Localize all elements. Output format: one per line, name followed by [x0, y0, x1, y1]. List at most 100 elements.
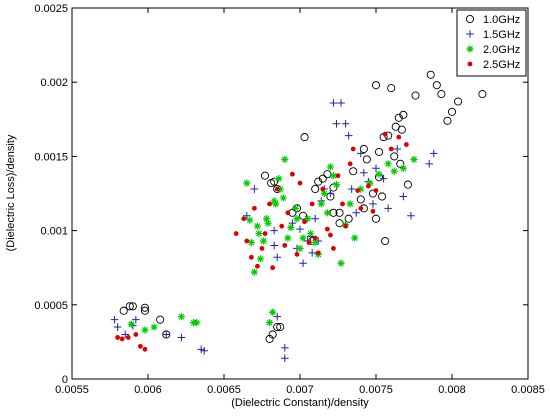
- data-point: [138, 343, 143, 349]
- data-point: [337, 259, 345, 267]
- legend-marker: [465, 14, 475, 24]
- data-point: [432, 81, 441, 90]
- data-point: [259, 237, 268, 245]
- data-point: [381, 236, 390, 246]
- data-point: [323, 170, 332, 179]
- y-tick-label: 0.0005: [34, 300, 68, 312]
- data-point: [127, 320, 135, 328]
- data-point: [360, 168, 368, 177]
- data-point: [296, 225, 304, 233]
- data-point: [429, 149, 438, 158]
- data-point: [307, 229, 315, 238]
- data-point: [384, 160, 392, 168]
- data-point: [356, 195, 365, 204]
- data-point: [358, 205, 364, 211]
- data-point: [378, 192, 387, 201]
- data-point: [302, 219, 307, 225]
- data-point: [247, 238, 255, 247]
- data-point: [352, 208, 361, 217]
- legend-label: 1.5GHz: [483, 29, 520, 41]
- data-point: [243, 179, 251, 187]
- data-point: [403, 180, 412, 189]
- data-point: [396, 134, 402, 140]
- data-point: [287, 224, 295, 232]
- data-point: [347, 161, 353, 167]
- data-point: [344, 214, 353, 223]
- data-point: [410, 155, 418, 163]
- data-point: [270, 177, 279, 186]
- data-point: [311, 184, 320, 194]
- data-point: [243, 211, 251, 220]
- data-point: [276, 323, 285, 332]
- series-2-0ghz: [127, 155, 418, 334]
- data-point: [279, 223, 285, 229]
- data-point: [387, 84, 396, 93]
- data-point: [177, 333, 186, 342]
- data-point: [270, 241, 278, 250]
- data-point: [379, 174, 388, 183]
- data-point: [390, 152, 399, 161]
- data-point: [425, 160, 433, 168]
- data-point: [370, 208, 376, 214]
- data-point: [329, 172, 338, 180]
- data-point: [328, 232, 333, 238]
- data-point: [156, 315, 165, 324]
- data-point: [382, 131, 388, 137]
- y-tick-label: 0.0015: [34, 151, 68, 163]
- data-point: [394, 113, 403, 122]
- data-point: [355, 188, 361, 193]
- x-tick-label: 0.006: [134, 384, 162, 396]
- data-point: [320, 186, 326, 192]
- y-tick-label: 0.002: [40, 77, 68, 89]
- data-point: [244, 238, 250, 244]
- series-2-5ghz: [115, 131, 409, 352]
- data-point: [388, 146, 394, 152]
- data-point: [314, 177, 323, 186]
- data-point: [351, 234, 359, 242]
- x-tick-label: 0.0065: [207, 384, 241, 396]
- data-point: [133, 332, 139, 337]
- data-point: [347, 185, 356, 193]
- data-point: [281, 344, 289, 352]
- data-point: [140, 306, 150, 315]
- data-point: [140, 303, 150, 312]
- data-point: [357, 149, 365, 158]
- data-point: [110, 315, 119, 324]
- y-tick-label: 0.0025: [34, 3, 68, 15]
- x-tick-label: 0.007: [286, 384, 314, 396]
- data-point: [248, 254, 254, 260]
- data-point: [332, 119, 341, 128]
- data-point: [273, 312, 281, 321]
- data-point: [306, 240, 312, 245]
- data-point: [272, 200, 280, 208]
- data-point: [478, 90, 487, 99]
- data-point: [341, 119, 350, 128]
- data-point: [343, 223, 348, 229]
- data-point: [349, 167, 358, 176]
- data-point: [282, 243, 288, 248]
- data-point: [326, 163, 334, 171]
- data-point: [264, 219, 272, 227]
- data-point: [294, 251, 300, 257]
- legend-marker: [467, 61, 473, 67]
- data-point: [284, 234, 292, 242]
- data-point: [304, 215, 312, 223]
- legend-label: 2.5GHz: [483, 59, 520, 71]
- data-point: [113, 323, 122, 331]
- data-point: [125, 335, 131, 340]
- data-point: [121, 330, 129, 339]
- data-point: [270, 197, 278, 205]
- data-point: [397, 125, 406, 134]
- data-point: [366, 183, 371, 189]
- data-point: [253, 222, 262, 230]
- data-point: [299, 234, 307, 242]
- points-layer: [110, 70, 487, 363]
- x-tick-label: 0.0075: [359, 384, 393, 396]
- data-point: [250, 268, 258, 276]
- data-point: [312, 235, 318, 241]
- data-point: [426, 70, 435, 79]
- data-point: [337, 99, 345, 107]
- legend: 1.0GHz 1.5GHz 2.0GHz 2.5GHz: [456, 9, 527, 77]
- data-point: [335, 208, 344, 217]
- data-point: [371, 214, 381, 223]
